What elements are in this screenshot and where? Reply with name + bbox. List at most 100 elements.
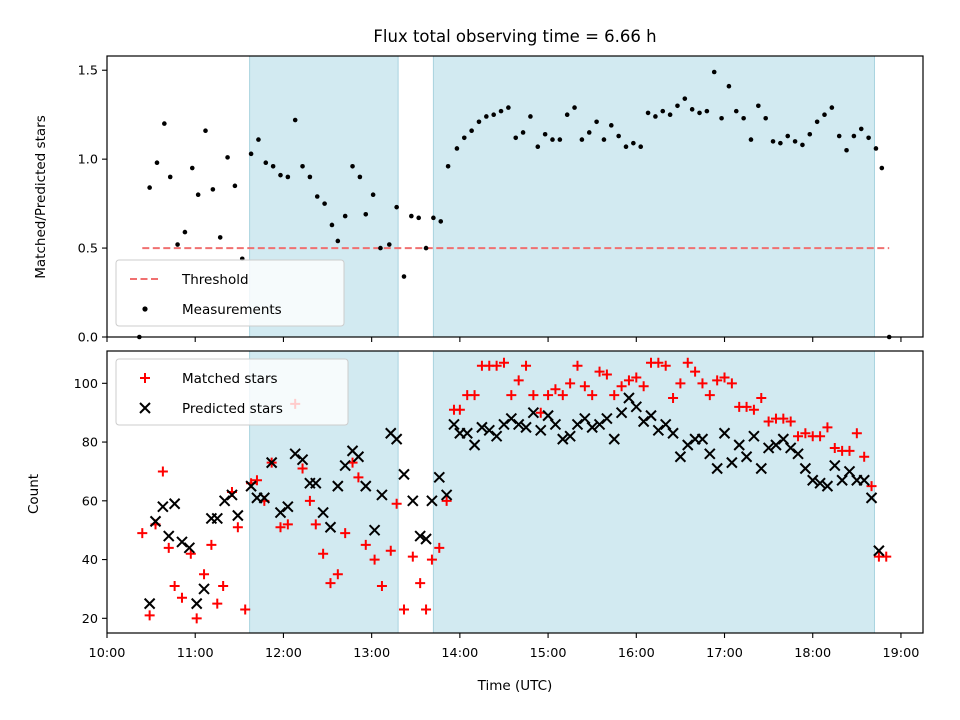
- predicted-stars-point: [630, 401, 643, 413]
- matched-stars-point: [756, 393, 767, 403]
- y-tick-label: 100: [74, 377, 98, 392]
- measurement-point: [454, 146, 460, 151]
- measurement-point: [616, 133, 621, 139]
- x-tick-label: 17:00: [706, 646, 743, 661]
- measurement-point: [631, 140, 636, 146]
- predicted-stars-point: [505, 412, 518, 425]
- matched-stars-point: [163, 542, 174, 553]
- matched-stars-point: [304, 495, 315, 506]
- measurement-point: [270, 163, 276, 169]
- matched-stars-point: [557, 390, 568, 401]
- matched-stars-point: [543, 390, 554, 401]
- measurement-point: [513, 135, 519, 141]
- predicted-stars-point: [535, 424, 547, 437]
- measurement-point: [263, 160, 269, 166]
- measurement-point: [162, 121, 167, 126]
- measurement-point: [461, 135, 467, 141]
- predicted-stars-point: [623, 392, 635, 404]
- measurement-point: [866, 135, 871, 141]
- matched-stars-point: [398, 604, 409, 615]
- matched-stars-point: [609, 390, 620, 401]
- predicted-stars-point: [143, 597, 156, 610]
- predicted-stars-point: [704, 448, 716, 460]
- predicted-stars-point: [770, 439, 782, 451]
- measurement-point: [342, 213, 348, 219]
- matched-stars-point: [726, 378, 737, 389]
- measurement-point: [416, 215, 421, 221]
- predicted-stars-point: [740, 451, 753, 463]
- matched-stars-point: [682, 357, 693, 368]
- matched-stars-point: [778, 413, 789, 424]
- matched-stars-point: [668, 393, 679, 403]
- measurement-point: [438, 219, 444, 224]
- predicted-stars-point: [718, 427, 731, 439]
- predicted-stars-point: [218, 495, 231, 507]
- predicted-stars-point: [332, 480, 344, 492]
- predicted-stars-point: [265, 456, 278, 469]
- measurement-point: [638, 144, 644, 150]
- matched-stars-point: [521, 360, 532, 371]
- measurement-point: [542, 131, 548, 137]
- matched-stars-point: [212, 598, 223, 609]
- predicted-stars-point: [843, 465, 856, 478]
- x-tick-label: 19:00: [883, 646, 920, 661]
- predicted-stars-point: [564, 430, 576, 442]
- predicted-stars-point: [667, 427, 679, 439]
- matched-stars-point: [415, 578, 426, 589]
- measurement-point: [653, 114, 658, 119]
- matched-stars-point: [712, 375, 723, 386]
- measurement-point: [182, 229, 188, 235]
- measurement-point: [726, 83, 732, 89]
- measurement-point: [879, 165, 885, 171]
- measurement-point: [189, 165, 195, 171]
- x-axis-label: Time (UTC): [477, 678, 553, 694]
- x-tick-label: 13:00: [353, 646, 390, 661]
- measurement-point: [733, 108, 739, 114]
- matched-stars-point: [579, 381, 590, 392]
- matched-stars-point: [369, 554, 380, 565]
- matched-stars-point: [169, 581, 180, 591]
- measurement-point: [232, 183, 238, 189]
- matched-stars-point: [206, 539, 217, 550]
- predicted-stars-point: [226, 489, 238, 501]
- matched-stars-point: [815, 431, 826, 442]
- measurement-point: [484, 114, 489, 119]
- matched-stars-point: [741, 401, 752, 412]
- matched-stars-point: [498, 357, 509, 368]
- measurement-point: [550, 137, 555, 142]
- measurement-point: [292, 117, 298, 123]
- measurement-point: [278, 172, 283, 178]
- predicted-stars-point: [176, 536, 188, 548]
- measurement-point: [314, 194, 320, 199]
- predicted-stars-point: [360, 480, 372, 492]
- measurement-point: [778, 140, 783, 146]
- matched-stars-point: [218, 581, 229, 591]
- matched-stars-point: [426, 554, 437, 565]
- measurement-point: [770, 139, 776, 144]
- predicted-stars-point: [762, 442, 775, 454]
- measurement-point: [822, 112, 827, 117]
- x-tick-label: 18:00: [794, 646, 831, 661]
- predicted-stars-point: [527, 406, 540, 419]
- predicted-stars-point: [274, 506, 287, 519]
- measurement-point: [800, 142, 805, 148]
- legend-box: [115, 358, 349, 426]
- predicted-stars-point: [601, 412, 613, 425]
- matched-stars-point: [469, 390, 480, 401]
- measurement-point: [586, 130, 592, 135]
- plot-frame: [106, 55, 924, 338]
- predicted-stars-point: [512, 418, 525, 431]
- measurement-point: [535, 144, 541, 150]
- predicted-stars-point: [183, 542, 196, 554]
- predicted-stars-point: [608, 433, 620, 445]
- matched-stars-point: [631, 372, 642, 383]
- matched-stars-point: [513, 375, 524, 386]
- matched-stars-point: [594, 366, 605, 377]
- predicted-stars-point: [807, 474, 819, 486]
- predicted-stars-point: [682, 439, 694, 451]
- measurement-point: [711, 69, 717, 75]
- measurement-point: [858, 126, 864, 132]
- measurement-point: [601, 137, 607, 142]
- flux-ratio-panel: 0.0 0.5 1.0 1.5 Threshold Measurements: [78, 55, 924, 346]
- matched-stars-point: [391, 498, 402, 509]
